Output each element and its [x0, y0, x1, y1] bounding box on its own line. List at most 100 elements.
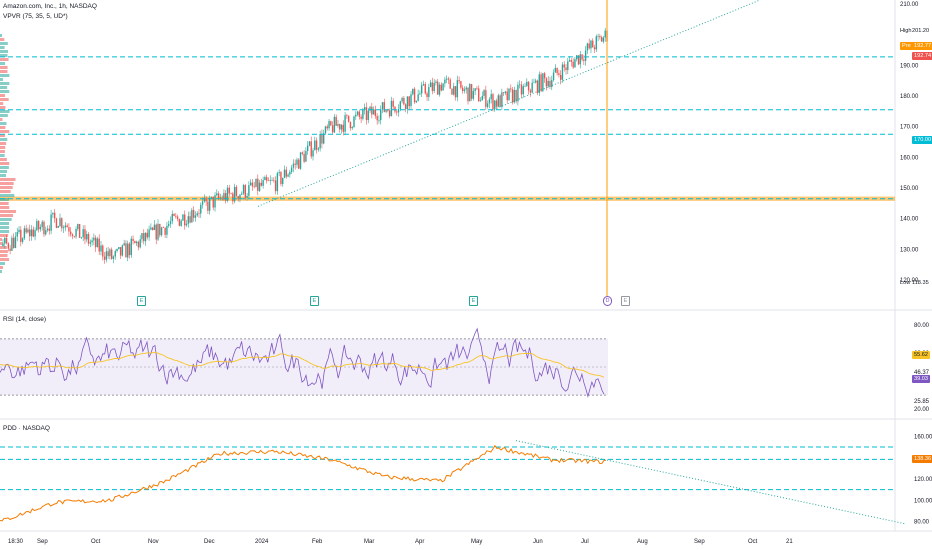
candle-body [16, 232, 18, 237]
candle-body [559, 74, 562, 80]
volume-profile-bar [0, 150, 5, 153]
candle-body [355, 114, 357, 117]
candle-body [442, 83, 444, 91]
high-label: High [900, 28, 912, 34]
candle-body [23, 228, 26, 239]
candle-body [312, 150, 314, 157]
candle-body [479, 100, 482, 102]
earnings-event-icon[interactable]: E [137, 296, 146, 306]
candle-body [80, 237, 83, 238]
candle-body [75, 229, 77, 237]
candle-body [421, 85, 423, 94]
candle-body [381, 102, 384, 110]
candle-body [11, 237, 13, 251]
candle-body [392, 100, 394, 107]
candle-body [160, 227, 163, 236]
candle-body [192, 209, 195, 218]
candle-body [237, 196, 239, 200]
candle-body [396, 111, 398, 113]
candle-body [478, 88, 480, 102]
candle-body [127, 243, 129, 258]
candle-body [34, 230, 36, 237]
candle-body [132, 238, 134, 241]
candle-body [604, 30, 606, 38]
candle-body [568, 60, 571, 62]
candle-body [522, 86, 524, 95]
candle-body [413, 88, 416, 103]
price-tick-label: 210.00 [900, 2, 919, 8]
candle-body [584, 50, 587, 61]
candle-body [574, 59, 576, 68]
candle-body [380, 109, 382, 121]
vpvr-indicator-title[interactable]: VPVR (75, 35, 5, UD*) [3, 13, 68, 20]
candle-body [422, 84, 425, 86]
candle-body [504, 91, 507, 94]
pdd-tick-label: 120.00 [914, 477, 932, 483]
rsi-pane-title[interactable]: RSI (14, close) [3, 316, 46, 323]
volume-profile-bar [0, 266, 3, 269]
candle-body [408, 96, 410, 107]
candle-body [540, 74, 542, 92]
candle-body [70, 231, 72, 235]
volume-profile-bar [0, 214, 14, 217]
candle-body [242, 185, 245, 194]
volume-profile-bar [0, 114, 8, 117]
candle-body [353, 116, 355, 128]
volume-profile-bar [0, 138, 8, 141]
candle-body [474, 88, 476, 91]
candle-body [415, 100, 418, 103]
candle-body [492, 94, 494, 109]
candle-body [119, 247, 122, 256]
dividend-event-icon[interactable]: D [603, 296, 612, 306]
candle-body [244, 185, 247, 198]
candle-body [513, 89, 516, 103]
upcoming-earnings-icon[interactable]: E [621, 296, 630, 306]
volume-profile-bar [0, 54, 8, 57]
candle-body [280, 172, 282, 184]
time-axis-label: Dec [204, 539, 215, 545]
volume-profile-bar [0, 170, 8, 173]
candle-body [61, 218, 63, 229]
candle-body [551, 80, 553, 87]
candle-body [223, 193, 225, 200]
candle-body [226, 187, 229, 201]
candle-body [301, 152, 304, 154]
candle-body [7, 243, 10, 249]
candle-body [412, 88, 414, 95]
candle-body [21, 238, 24, 242]
candle-body [12, 237, 15, 249]
candle-body [143, 233, 145, 242]
candle-body [360, 116, 362, 119]
candle-body [298, 159, 300, 169]
candle-body [53, 212, 56, 219]
volume-profile-bar [0, 126, 6, 129]
candle-body [494, 100, 496, 109]
candle-body [107, 251, 109, 257]
earnings-event-icon[interactable]: E [310, 296, 319, 306]
candle-body [135, 241, 138, 244]
candle-body [292, 163, 295, 168]
volume-profile-bar [0, 246, 7, 249]
candle-body [87, 234, 90, 244]
candle-body [94, 237, 97, 248]
volume-profile-bar [0, 98, 9, 101]
candle-body [153, 224, 156, 230]
candle-body [401, 97, 403, 102]
candle-body [472, 90, 475, 99]
candle-body [39, 227, 42, 230]
volume-profile-bar [0, 258, 10, 261]
rsi-ma-line [0, 351, 605, 378]
pdd-pane-title[interactable]: PDD · NASDAQ [3, 425, 50, 432]
candle-body [225, 193, 227, 201]
volume-profile-bar [0, 218, 12, 221]
candle-body [130, 238, 132, 256]
candle-body [235, 186, 238, 197]
candle-body [274, 180, 277, 192]
candle-body [406, 96, 409, 110]
time-axis-label: Feb [312, 539, 323, 545]
earnings-event-icon[interactable]: E [469, 296, 478, 306]
candle-body [549, 80, 551, 87]
volume-profile-bar [0, 186, 13, 189]
volume-profile-bar [0, 62, 5, 65]
